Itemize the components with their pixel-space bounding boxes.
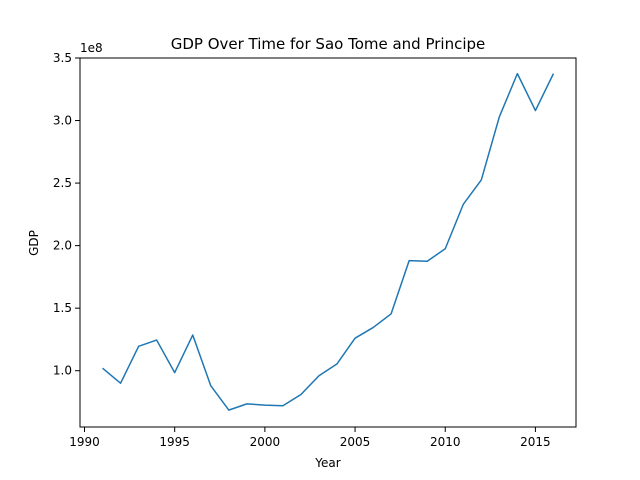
data-point: [156, 339, 158, 341]
gdp-series-line: [102, 72, 555, 411]
chart-title: GDP Over Time for Sao Tome and Principe: [171, 35, 486, 53]
data-point: [210, 385, 212, 387]
x-tick-label: 1990: [69, 435, 100, 449]
y-tick-label: 2.5: [53, 176, 72, 190]
data-point: [354, 337, 356, 339]
data-point: [138, 346, 140, 348]
data-point: [408, 260, 410, 262]
data-point: [336, 363, 338, 365]
data-point: [246, 403, 248, 405]
x-tick-label: 2015: [520, 435, 551, 449]
data-point: [120, 382, 122, 384]
x-tick-label: 2010: [430, 435, 461, 449]
data-point: [282, 405, 284, 407]
data-point: [264, 404, 266, 406]
y-tick-label: 2.0: [53, 239, 72, 253]
data-point: [499, 116, 501, 118]
data-point: [426, 260, 428, 262]
data-point: [318, 375, 320, 377]
data-point: [444, 248, 446, 250]
data-point: [372, 327, 374, 329]
x-axis-label: Year: [314, 456, 340, 470]
data-point: [228, 409, 230, 411]
data-point: [174, 372, 176, 374]
data-point: [481, 179, 483, 181]
data-point: [553, 73, 555, 75]
data-point: [390, 313, 392, 315]
data-point: [517, 73, 519, 75]
y-tick-label: 3.0: [53, 114, 72, 128]
y-offset-label: 1e8: [80, 41, 103, 55]
x-tick-label: 2000: [250, 435, 281, 449]
y-tick-label: 3.5: [53, 51, 72, 65]
data-point: [102, 367, 104, 369]
y-tick-label: 1.5: [53, 301, 72, 315]
data-point: [535, 110, 537, 112]
x-tick-label: 1995: [159, 435, 190, 449]
x-tick-label: 2005: [340, 435, 371, 449]
data-point: [462, 204, 464, 206]
data-point: [192, 334, 194, 336]
plot-frame: [79, 57, 577, 428]
plot-area: 1990 1995 2000 2005 2010 2015 1.0 1.5 2.0 2.5 3.0 3…: [53, 51, 577, 449]
y-axis-label: GDP: [27, 230, 41, 256]
y-tick-label: 1.0: [53, 364, 72, 378]
data-point: [300, 394, 302, 396]
